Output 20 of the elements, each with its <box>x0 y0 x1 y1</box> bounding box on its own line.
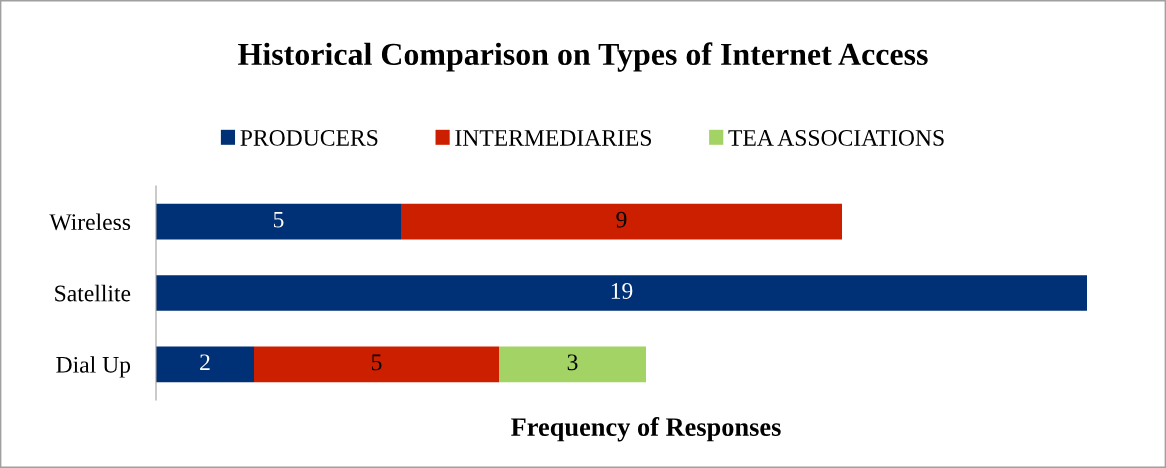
chart-title: Historical Comparison on Types of Internet Access <box>238 42 928 72</box>
bar <box>156 346 254 383</box>
data-label: 19 <box>611 283 633 299</box>
bar <box>156 203 401 240</box>
bar <box>499 346 646 383</box>
y-tick-label: Dial Up <box>56 356 131 378</box>
bar <box>254 346 499 383</box>
bar <box>156 275 1087 311</box>
legend-label: TEA ASSOCIATIONS <box>728 130 944 146</box>
bar <box>401 203 842 240</box>
data-label: 3 <box>567 354 578 371</box>
legend-label: INTERMEDIARIES <box>455 130 651 146</box>
x-axis-title: Frequency of Responses <box>511 417 781 442</box>
y-tick-label: Satellite <box>55 284 131 302</box>
data-label: 5 <box>371 354 382 371</box>
data-label: 5 <box>273 211 284 228</box>
legend-label: PRODUCERS <box>240 130 378 146</box>
data-label: 2 <box>200 354 210 371</box>
data-label: 9 <box>616 211 627 228</box>
y-tick-label: Wireless <box>49 213 131 231</box>
